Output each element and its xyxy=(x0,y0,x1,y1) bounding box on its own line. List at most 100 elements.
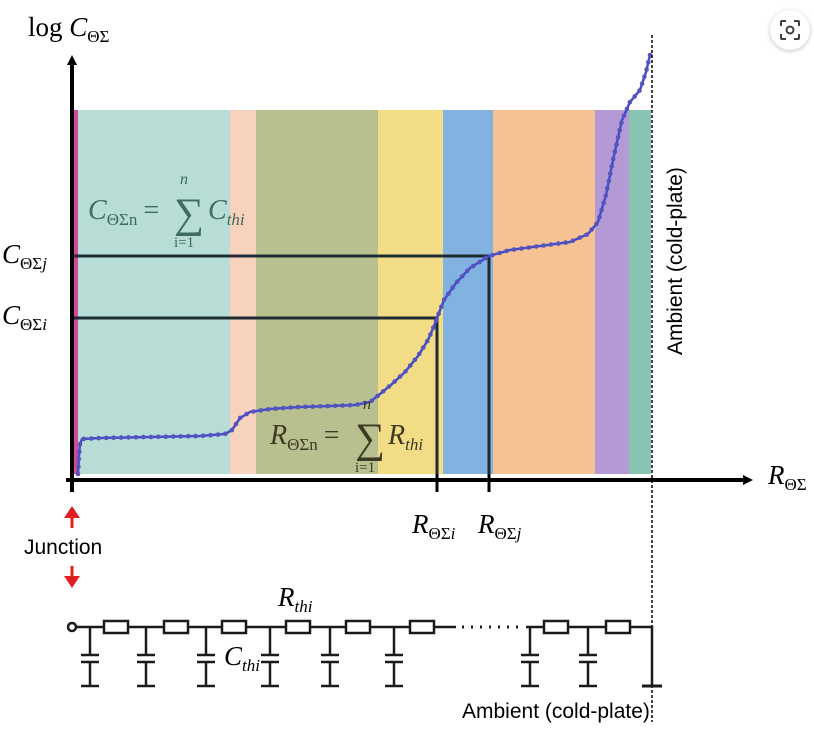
band-4 xyxy=(378,110,443,474)
curve-point xyxy=(436,311,442,317)
curve-point xyxy=(441,297,447,303)
layer-bands xyxy=(72,110,651,474)
curve-point xyxy=(504,248,510,254)
curve-point xyxy=(258,408,264,413)
curve-point xyxy=(303,404,308,410)
curve-point xyxy=(193,433,198,439)
curve-point xyxy=(556,241,561,246)
curve-point xyxy=(637,88,642,93)
curve-point xyxy=(594,221,599,227)
resistors xyxy=(102,619,632,635)
svg-text:Cthi: Cthi xyxy=(208,195,245,229)
curve-point xyxy=(563,240,568,245)
curve-point xyxy=(612,149,618,155)
curve-point xyxy=(632,94,637,99)
junction-marker: Junction xyxy=(24,506,102,588)
ambient-bottom-label: Ambient (cold-plate) xyxy=(462,700,650,723)
curve-point xyxy=(375,393,380,399)
curve-point xyxy=(251,409,256,414)
curve-point xyxy=(627,99,633,105)
curve-point xyxy=(601,200,606,206)
curve-point xyxy=(490,252,495,258)
curve-point xyxy=(647,52,653,58)
curve-point xyxy=(417,351,422,357)
curve-point xyxy=(265,407,271,412)
curve-point xyxy=(606,178,612,184)
curve-point xyxy=(619,120,624,125)
curve-point xyxy=(548,242,554,247)
curve-point xyxy=(439,304,444,310)
curve-point xyxy=(386,384,392,389)
resistor xyxy=(344,619,372,635)
curve-point xyxy=(603,193,609,198)
curve-point xyxy=(233,421,239,427)
curve-point xyxy=(533,244,539,249)
c-i-level-label: CΘΣi xyxy=(2,300,47,334)
curve-point xyxy=(381,389,386,394)
ladder-top-wire xyxy=(76,625,654,686)
curve-point xyxy=(617,127,622,133)
resistor xyxy=(604,619,632,635)
curve-point xyxy=(428,332,433,337)
curve-point xyxy=(454,279,460,285)
curve-point xyxy=(273,406,278,411)
resistor xyxy=(542,619,570,635)
r-i-mark-label: RΘΣi xyxy=(411,509,456,543)
curve-point xyxy=(407,363,413,368)
svg-text:∑: ∑ xyxy=(174,191,204,237)
curve-point xyxy=(403,369,408,374)
curve-point xyxy=(584,232,589,237)
curve-point xyxy=(465,268,470,274)
band-1 xyxy=(78,110,230,474)
curve-point xyxy=(599,207,604,213)
curve-point xyxy=(470,263,476,269)
curve-point xyxy=(156,434,161,440)
curve-point xyxy=(81,436,87,442)
image-search-button[interactable] xyxy=(770,10,810,50)
curve-point xyxy=(431,325,436,330)
curve-point xyxy=(450,285,456,290)
resistor xyxy=(102,619,130,635)
capacitor xyxy=(261,627,279,688)
svg-text:Rthi: Rthi xyxy=(387,420,423,454)
curve-point xyxy=(340,403,345,408)
curve-point xyxy=(347,402,353,408)
curve-point xyxy=(208,432,213,438)
curve-point xyxy=(642,74,647,79)
c-j-level-label: CΘΣj xyxy=(2,239,47,273)
curve-point xyxy=(483,255,489,261)
curve-point xyxy=(597,214,602,220)
curve-point xyxy=(589,227,594,232)
band-5 xyxy=(443,110,493,474)
curve-point xyxy=(126,435,131,440)
curve-point xyxy=(614,142,619,147)
capacitor xyxy=(137,627,155,688)
band-2 xyxy=(230,110,256,474)
r-j-mark-label: RΘΣj xyxy=(477,509,522,543)
curve-point xyxy=(497,250,502,256)
curve-point xyxy=(615,135,621,140)
curve-point xyxy=(77,441,83,447)
curve-point xyxy=(332,403,338,409)
curve-point xyxy=(295,404,301,410)
curve-point xyxy=(519,246,524,251)
curve-point xyxy=(577,235,582,240)
curve-point xyxy=(76,456,82,462)
curve-point xyxy=(609,164,614,169)
curve-point xyxy=(621,113,627,118)
curve-point xyxy=(460,274,465,279)
svg-text:i=1: i=1 xyxy=(174,235,194,251)
curve-point xyxy=(171,434,176,439)
curve-point xyxy=(200,433,206,439)
curve-point xyxy=(526,245,532,250)
axes xyxy=(66,55,753,488)
curve-points xyxy=(75,52,653,477)
capacitor xyxy=(579,627,597,688)
curve-point xyxy=(118,435,124,440)
curve-point xyxy=(215,432,221,437)
capacitor xyxy=(521,627,539,688)
curve-point xyxy=(605,186,610,191)
cauer-ladder-network xyxy=(66,619,662,688)
